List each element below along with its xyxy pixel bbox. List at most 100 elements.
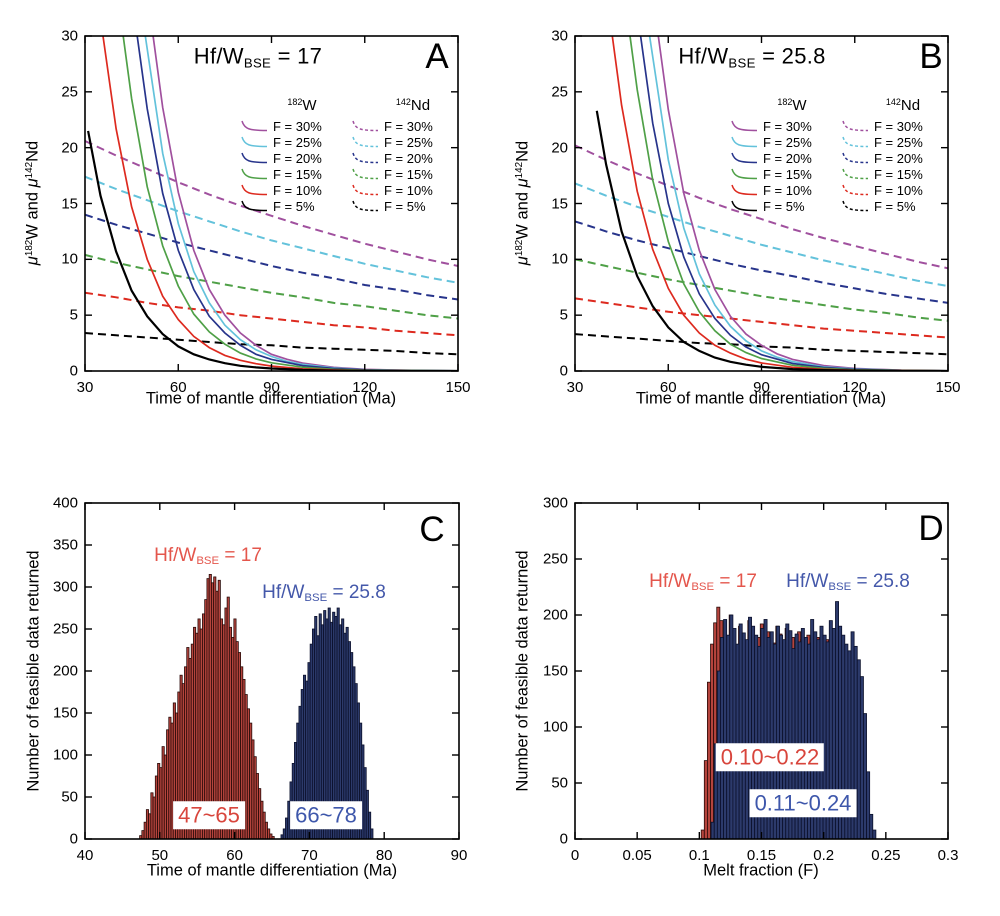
panel-b-series-nd-f20 <box>574 220 949 304</box>
legend-entry-label: F = 10% <box>273 182 322 198</box>
legend-entry-w-f20: F = 20% <box>730 150 832 166</box>
legend-column-nd: 142Nd F = 30% F = 25% F = 20% F = 15% F = 10%… <box>841 97 943 214</box>
panel-a-xtick-60: 60 <box>169 379 187 396</box>
panel-d-xtick-0.3: 0.3 <box>937 847 959 864</box>
panel-b-ytick-30: 30 <box>551 27 568 45</box>
panel-b-xtick-30: 30 <box>566 379 584 396</box>
panel-d-red-series-label: Hf/WBSE = 17 <box>649 571 757 593</box>
legend-dashed-line-icon <box>352 152 379 164</box>
legend-entry-label: F = 15% <box>874 166 923 182</box>
panel-b-series-nd-f30 <box>574 144 949 270</box>
panel-a-xtick-120: 120 <box>352 379 378 396</box>
panel-b-xtick-90: 90 <box>753 379 770 396</box>
legend-entry-w-f20: F = 20% <box>240 150 342 166</box>
panel-d-blue-range-note: 0.11~0.24 <box>749 789 857 817</box>
panel-a-series-w-f5 <box>87 130 459 371</box>
panel-a-xtick-30: 30 <box>76 379 94 396</box>
panel-d-ytick-200: 200 <box>542 606 568 624</box>
panel-a-ytick-0: 0 <box>69 362 78 380</box>
legend-entry-nd-f30: F = 30% <box>841 118 943 134</box>
legend-solid-line-icon <box>731 152 758 164</box>
legend-entry-nd-f10: F = 10% <box>351 182 453 198</box>
panel-a-ytick-30: 30 <box>61 27 78 45</box>
legend-entry-label: F = 20% <box>273 150 322 166</box>
panel-d-ytick-50: 50 <box>551 774 568 792</box>
legend-entry-nd-f20: F = 20% <box>351 150 453 166</box>
panel-a-ytick-10: 10 <box>61 250 78 268</box>
panel-c-xtick-80: 80 <box>375 847 393 864</box>
isotope-mass-number: 142 <box>885 97 901 108</box>
panel-a-series-nd-f15 <box>84 253 459 320</box>
legend-entry-w-f5: F = 5% <box>730 198 832 214</box>
legend-dashed-line-icon <box>842 120 869 132</box>
legend-entry-label: F = 20% <box>874 150 923 166</box>
legend-entry-nd-f30: F = 30% <box>351 118 453 134</box>
panel-c-xlabel: Time of mantle differentiation (Ma) <box>146 861 398 880</box>
legend-dashed-line-icon <box>842 152 869 164</box>
legend-entry-w-f15: F = 15% <box>730 166 832 182</box>
mu-symbol: μ <box>513 256 532 266</box>
isotope-142: 142 <box>514 161 526 179</box>
panel-b-series-nd-f15 <box>574 258 949 322</box>
panel-a-xtick-150: 150 <box>445 379 471 396</box>
legend-entry-nd-f25: F = 25% <box>351 134 453 150</box>
panel-b-ytick-20: 20 <box>551 139 568 157</box>
panel-c-xtick-90: 90 <box>450 847 468 864</box>
legend-header-nd: 142Nd <box>373 97 453 114</box>
legend-entry-label: F = 20% <box>384 150 433 166</box>
panel-c-blue-range-note: 66~78 <box>290 801 362 829</box>
panel-b-xtick-120: 120 <box>842 379 868 396</box>
panel-d-ytick-250: 250 <box>542 550 568 568</box>
panel-a-ytick-20: 20 <box>61 139 78 157</box>
hfw-base: Hf/W <box>154 544 197 566</box>
panel-c-blue-series-label: Hf/WBSE = 25.8 <box>262 582 386 604</box>
panel-c-xtick-50: 50 <box>151 847 169 864</box>
hfw-rest: = 25.8 <box>851 570 910 592</box>
legend-entry-label: F = 30% <box>273 118 322 134</box>
panel-b-ylabel: μ182W and μ142Nd <box>514 141 533 265</box>
panel-c-ytick-150: 150 <box>52 704 78 722</box>
panel-d-letter: D <box>918 509 944 548</box>
panel-d-red-range-note: 0.10~0.22 <box>715 743 825 771</box>
legend-dashed-line-icon <box>842 184 869 196</box>
legend-entry-nd-f15: F = 15% <box>841 166 943 182</box>
panel-d-xlabel: Melt fraction (F) <box>703 861 819 880</box>
panel-a-title-sub: BSE <box>243 55 272 71</box>
hfw-base: Hf/W <box>262 581 305 603</box>
ylabel-seg: Nd <box>513 140 532 162</box>
panel-a-title: Hf/WBSE = 17 <box>194 44 322 71</box>
panel-b-series-nd-f5 <box>574 333 949 356</box>
panel-b-xtick-150: 150 <box>935 379 961 396</box>
panel-d-ytick-300: 300 <box>542 494 568 512</box>
panel-d-xtick-0.2: 0.2 <box>813 847 835 864</box>
panel-d-ytick-100: 100 <box>542 718 568 736</box>
legend-solid-line-icon <box>241 152 268 164</box>
panel-d-ytick-150: 150 <box>542 662 568 680</box>
legend-dashed-line-icon <box>352 168 379 180</box>
legend-solid-line-icon <box>731 200 758 212</box>
panel-c-red-range-note: 47~65 <box>173 801 245 829</box>
legend-dashed-line-icon <box>352 200 379 212</box>
legend-entry-label: F = 25% <box>273 134 322 150</box>
legend-solid-line-icon <box>241 120 268 132</box>
legend-entry-label: F = 15% <box>384 166 433 182</box>
panel-a-xlabel: Time of mantle differentiation (Ma) <box>145 389 397 408</box>
panel-b-letter: B <box>919 37 943 76</box>
panel-b-ytick-10: 10 <box>551 250 568 268</box>
panel-b-series-nd-f25 <box>574 182 949 288</box>
element-symbol: Nd <box>900 97 921 114</box>
panel-c-ytick-200: 200 <box>52 662 78 680</box>
panel-b-xlabel: Time of mantle differentiation (Ma) <box>635 389 887 408</box>
mu-symbol: μ <box>23 256 42 266</box>
legend-entry-nd-f15: F = 15% <box>351 166 453 182</box>
legend-entry-nd-f25: F = 25% <box>841 134 943 150</box>
panel-a-ylabel: μ182W and μ142Nd <box>24 141 43 265</box>
legend-dashed-line-icon <box>352 120 379 132</box>
legend-entry-label: F = 30% <box>763 118 812 134</box>
legend-header-w: 182W <box>262 97 342 114</box>
panel-c-xtick-70: 70 <box>301 847 318 864</box>
panel-a-title-base: Hf/W <box>193 43 244 69</box>
panel-d-blue-series-label: Hf/WBSE = 25.8 <box>786 571 910 593</box>
legend-solid-line-icon <box>241 184 268 196</box>
